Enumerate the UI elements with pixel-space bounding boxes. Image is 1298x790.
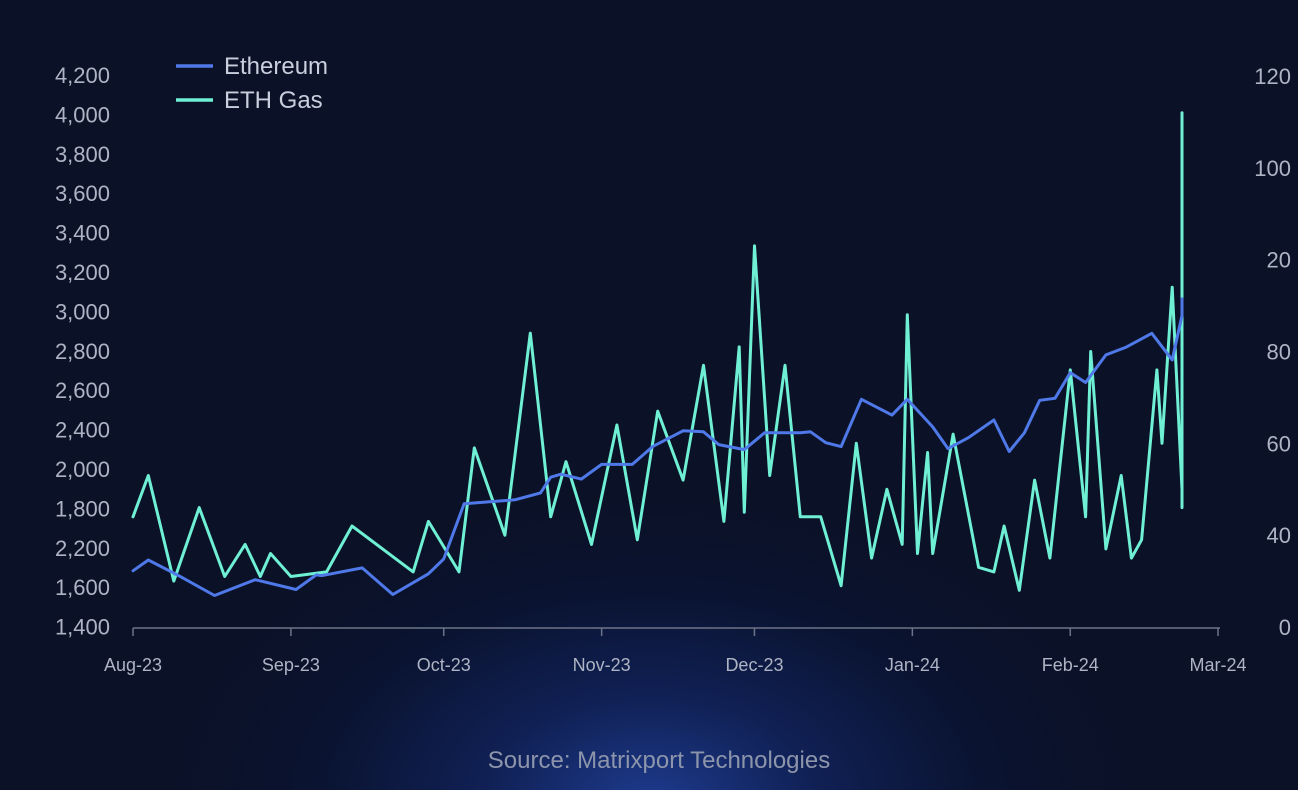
x-tick-label: Jan-24: [885, 655, 940, 675]
y-right-tick-label: 40: [1267, 523, 1291, 548]
y-left-tick-label: 3,200: [55, 260, 110, 285]
x-tick-label: Feb-24: [1042, 655, 1099, 675]
y-left-tick-label: 2,000: [55, 457, 110, 482]
y-right-tick-label: 0: [1279, 615, 1291, 640]
y-left-tick-label: 4,200: [55, 63, 110, 88]
ethereum-line: [131, 297, 1184, 597]
y-left-tick-label: 3,600: [55, 181, 110, 206]
y-left-tick-label: 2,600: [55, 378, 110, 403]
y-right-tick-label: 80: [1267, 340, 1291, 365]
y-axis-left: 4,200 4,000 3,800 3,600 3,400 3,200 3,000 2,800…: [55, 63, 110, 640]
y-right-tick-label: 120: [1254, 64, 1291, 89]
legend-label-eth-gas: ETH Gas: [224, 87, 323, 114]
legend-label-ethereum: Ethereum: [224, 53, 328, 80]
y-right-tick-label: 20: [1267, 248, 1291, 273]
y-left-tick-label: 1,800: [55, 496, 110, 521]
y-left-tick-label: 1,400: [55, 615, 110, 640]
source-note: Source: Matrixport Technologies: [488, 747, 830, 774]
y-left-tick-label: 3,000: [55, 299, 110, 324]
x-tick-label: Dec-23: [725, 655, 783, 675]
y-right-tick-label: 60: [1267, 431, 1291, 456]
y-left-tick-label: 2,800: [55, 339, 110, 364]
y-left-tick-label: 3,800: [55, 142, 110, 167]
x-tick-label: Nov-23: [573, 655, 631, 675]
y-right-tick-label: 100: [1254, 156, 1291, 181]
y-left-tick-label: 2,400: [55, 418, 110, 443]
legend: Ethereum ETH Gas: [176, 53, 328, 114]
x-axis: Aug-23 Sep-23 Oct-23 Nov-23 Dec-23 Jan-24 Feb-…: [104, 627, 1247, 675]
x-tick-label: Mar-24: [1189, 655, 1246, 675]
y-left-tick-label: 2,200: [55, 536, 110, 561]
y-axis-right: 120 100 20 80 60 40 0: [1254, 64, 1291, 640]
x-tick-label: Oct-23: [417, 655, 471, 675]
y-left-tick-label: 1,600: [55, 575, 110, 600]
series-layer: [131, 111, 1184, 597]
y-left-tick-label: 4,000: [55, 102, 110, 127]
x-tick-label: Aug-23: [104, 655, 162, 675]
eth-gas-line: [131, 111, 1184, 592]
y-left-tick-label: 3,400: [55, 221, 110, 246]
x-tick-label: Sep-23: [262, 655, 320, 675]
